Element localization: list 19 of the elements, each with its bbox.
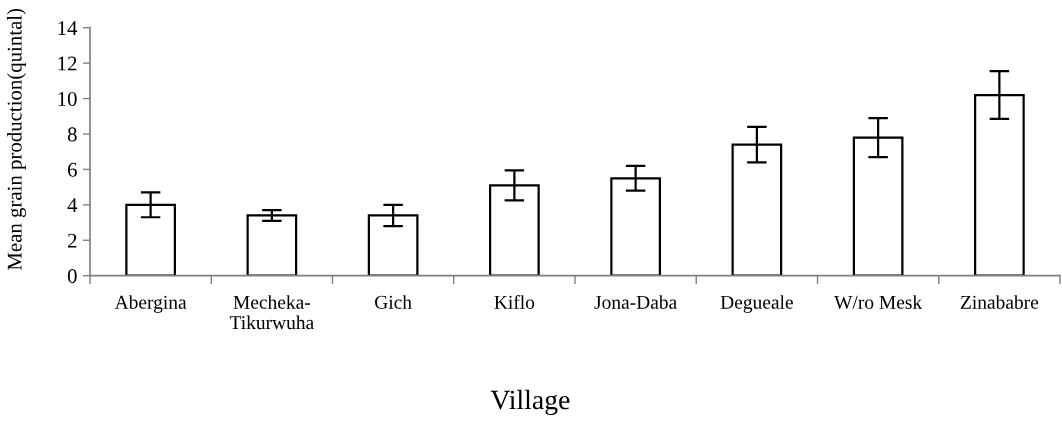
y-axis-title: Mean grain production(quintal) xyxy=(7,8,26,271)
y-tick-label: 2 xyxy=(68,233,77,248)
x-tick-label: Zinababre xyxy=(960,295,1039,309)
x-tick-label: Gich xyxy=(375,295,412,309)
x-tick-label: Kiflo xyxy=(494,294,535,309)
y-tick-label: 10 xyxy=(58,91,77,106)
x-tick-label: Mecheka- Tikurwuha xyxy=(229,295,314,330)
y-tick-label: 0 xyxy=(67,269,77,284)
y-tick-label: 4 xyxy=(67,198,78,213)
bar xyxy=(246,214,298,276)
y-tick-label: 14 xyxy=(58,21,78,35)
y-tick-label: 6 xyxy=(67,162,77,177)
x-tick-label: Jona-Daba xyxy=(594,295,677,309)
x-axis-title: Village xyxy=(490,389,570,416)
y-tick-label: 8 xyxy=(67,127,77,142)
x-tick-label: W/ro Mesk xyxy=(834,295,923,309)
x-tick-label: Abergina xyxy=(114,295,187,313)
y-tick-label: 12 xyxy=(58,56,77,71)
x-tick-label: Degueale xyxy=(720,295,793,313)
